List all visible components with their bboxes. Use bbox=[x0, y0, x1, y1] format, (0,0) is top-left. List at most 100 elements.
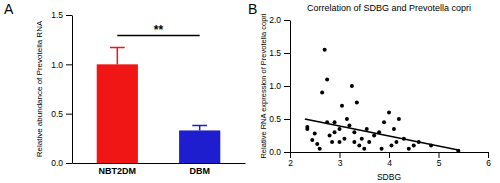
tick-label: 0.0 bbox=[51, 158, 63, 168]
tick-label: 6 bbox=[486, 158, 491, 168]
point bbox=[387, 110, 391, 114]
tick: 1.5 bbox=[51, 10, 72, 20]
point bbox=[328, 134, 332, 138]
tick: 0.5 bbox=[269, 114, 290, 124]
tick: 3 bbox=[338, 152, 343, 168]
tick: 1.0 bbox=[51, 60, 72, 70]
tick-mark bbox=[66, 163, 72, 164]
tick-label: 3 bbox=[338, 158, 343, 168]
annotation: ** bbox=[154, 23, 164, 37]
tick-label: 5 bbox=[437, 158, 442, 168]
point bbox=[313, 132, 317, 136]
tick-label: 0.5 bbox=[269, 114, 281, 124]
point bbox=[323, 48, 327, 52]
point bbox=[380, 147, 384, 151]
tick-mark bbox=[284, 20, 290, 21]
point bbox=[360, 137, 364, 141]
chart-root: 0.0 0.5 1.0 1.5 NBT2DM DBM ** Relative abundanc… bbox=[0, 0, 500, 183]
tick-mark bbox=[66, 64, 72, 65]
tick-mark bbox=[66, 15, 72, 16]
tick-label: 0.5 bbox=[51, 109, 63, 119]
tick-label: DBM bbox=[189, 166, 210, 176]
panel-label: B bbox=[248, 1, 257, 17]
point bbox=[333, 130, 337, 134]
tick: 0.0 bbox=[51, 158, 72, 168]
tick: 1.5 bbox=[269, 48, 290, 58]
tick-label: 2 bbox=[288, 158, 293, 168]
tick-mark bbox=[284, 86, 290, 87]
tick: 1.0 bbox=[269, 81, 290, 91]
fit-line bbox=[305, 119, 458, 150]
tick-label: 2.0 bbox=[269, 15, 281, 25]
x-axis-title: SDBG bbox=[377, 172, 401, 182]
tick-label: NBT2DM bbox=[99, 166, 137, 176]
point bbox=[310, 138, 314, 142]
x-axis: 2 3 4 5 6 bbox=[288, 152, 491, 168]
tick: 2.0 bbox=[269, 15, 290, 25]
point bbox=[338, 127, 342, 131]
bar bbox=[179, 130, 220, 163]
axis-line bbox=[73, 163, 246, 164]
point bbox=[389, 143, 393, 147]
tick: 4 bbox=[387, 152, 392, 168]
point bbox=[305, 125, 309, 129]
tick-mark bbox=[284, 53, 290, 54]
y-axis-title: Relative RNA expression of Prevotella co… bbox=[259, 13, 268, 158]
tick: DBM bbox=[189, 163, 210, 176]
tick-label: 1.0 bbox=[269, 81, 281, 91]
point bbox=[365, 127, 369, 131]
point bbox=[407, 147, 411, 151]
axis-line bbox=[72, 16, 73, 164]
point bbox=[397, 117, 401, 121]
point bbox=[352, 140, 356, 144]
error-bar bbox=[110, 48, 125, 65]
point bbox=[342, 137, 346, 141]
chart-title: Correlation of SDBG and Prevotella copri bbox=[307, 3, 471, 13]
point bbox=[392, 127, 396, 131]
x-axis: NBT2DM DBM bbox=[73, 163, 246, 176]
tick-mark bbox=[66, 114, 72, 115]
point bbox=[412, 143, 416, 147]
tick-mark bbox=[284, 152, 290, 153]
tick-label: 1.5 bbox=[269, 48, 281, 58]
y-axis-title: Relative abundance of Prevotella RNA bbox=[35, 20, 44, 157]
panel-label: A bbox=[4, 1, 14, 17]
tick-label: 0.0 bbox=[269, 147, 281, 157]
point bbox=[330, 140, 334, 144]
tick-label: 1.0 bbox=[51, 60, 63, 70]
tick: NBT2DM bbox=[99, 163, 137, 176]
figure: 0.0 0.5 1.0 1.5 NBT2DM DBM ** Relative abundanc… bbox=[0, 0, 500, 183]
point bbox=[350, 84, 354, 88]
point bbox=[315, 142, 319, 146]
point bbox=[345, 117, 349, 121]
point bbox=[357, 143, 361, 147]
error-bar bbox=[192, 126, 207, 131]
point bbox=[367, 140, 371, 144]
tick: 2 bbox=[288, 152, 293, 168]
plot-area bbox=[97, 48, 221, 163]
point bbox=[394, 140, 398, 144]
axis-line bbox=[290, 21, 291, 153]
plot-area bbox=[305, 48, 460, 152]
point bbox=[318, 147, 322, 151]
point bbox=[382, 120, 386, 124]
tick-mark bbox=[284, 119, 290, 120]
tick-label: 1.5 bbox=[51, 10, 63, 20]
tick: 6 bbox=[486, 152, 491, 168]
bar bbox=[97, 64, 138, 163]
point bbox=[320, 91, 324, 95]
y-axis: 0.0 0.5 1.0 1.5 bbox=[51, 10, 72, 168]
tick: 0.5 bbox=[51, 109, 72, 119]
tick-label: 4 bbox=[387, 158, 392, 168]
point bbox=[352, 130, 356, 134]
point bbox=[355, 101, 359, 105]
tick: 0.0 bbox=[269, 147, 290, 157]
point bbox=[325, 77, 329, 81]
y-axis: 0.0 0.5 1.0 1.5 2.0 bbox=[269, 15, 290, 157]
point bbox=[338, 140, 342, 144]
tick: 5 bbox=[437, 152, 442, 168]
point bbox=[362, 147, 366, 151]
point bbox=[333, 120, 337, 124]
point bbox=[372, 134, 376, 138]
point bbox=[340, 104, 344, 108]
